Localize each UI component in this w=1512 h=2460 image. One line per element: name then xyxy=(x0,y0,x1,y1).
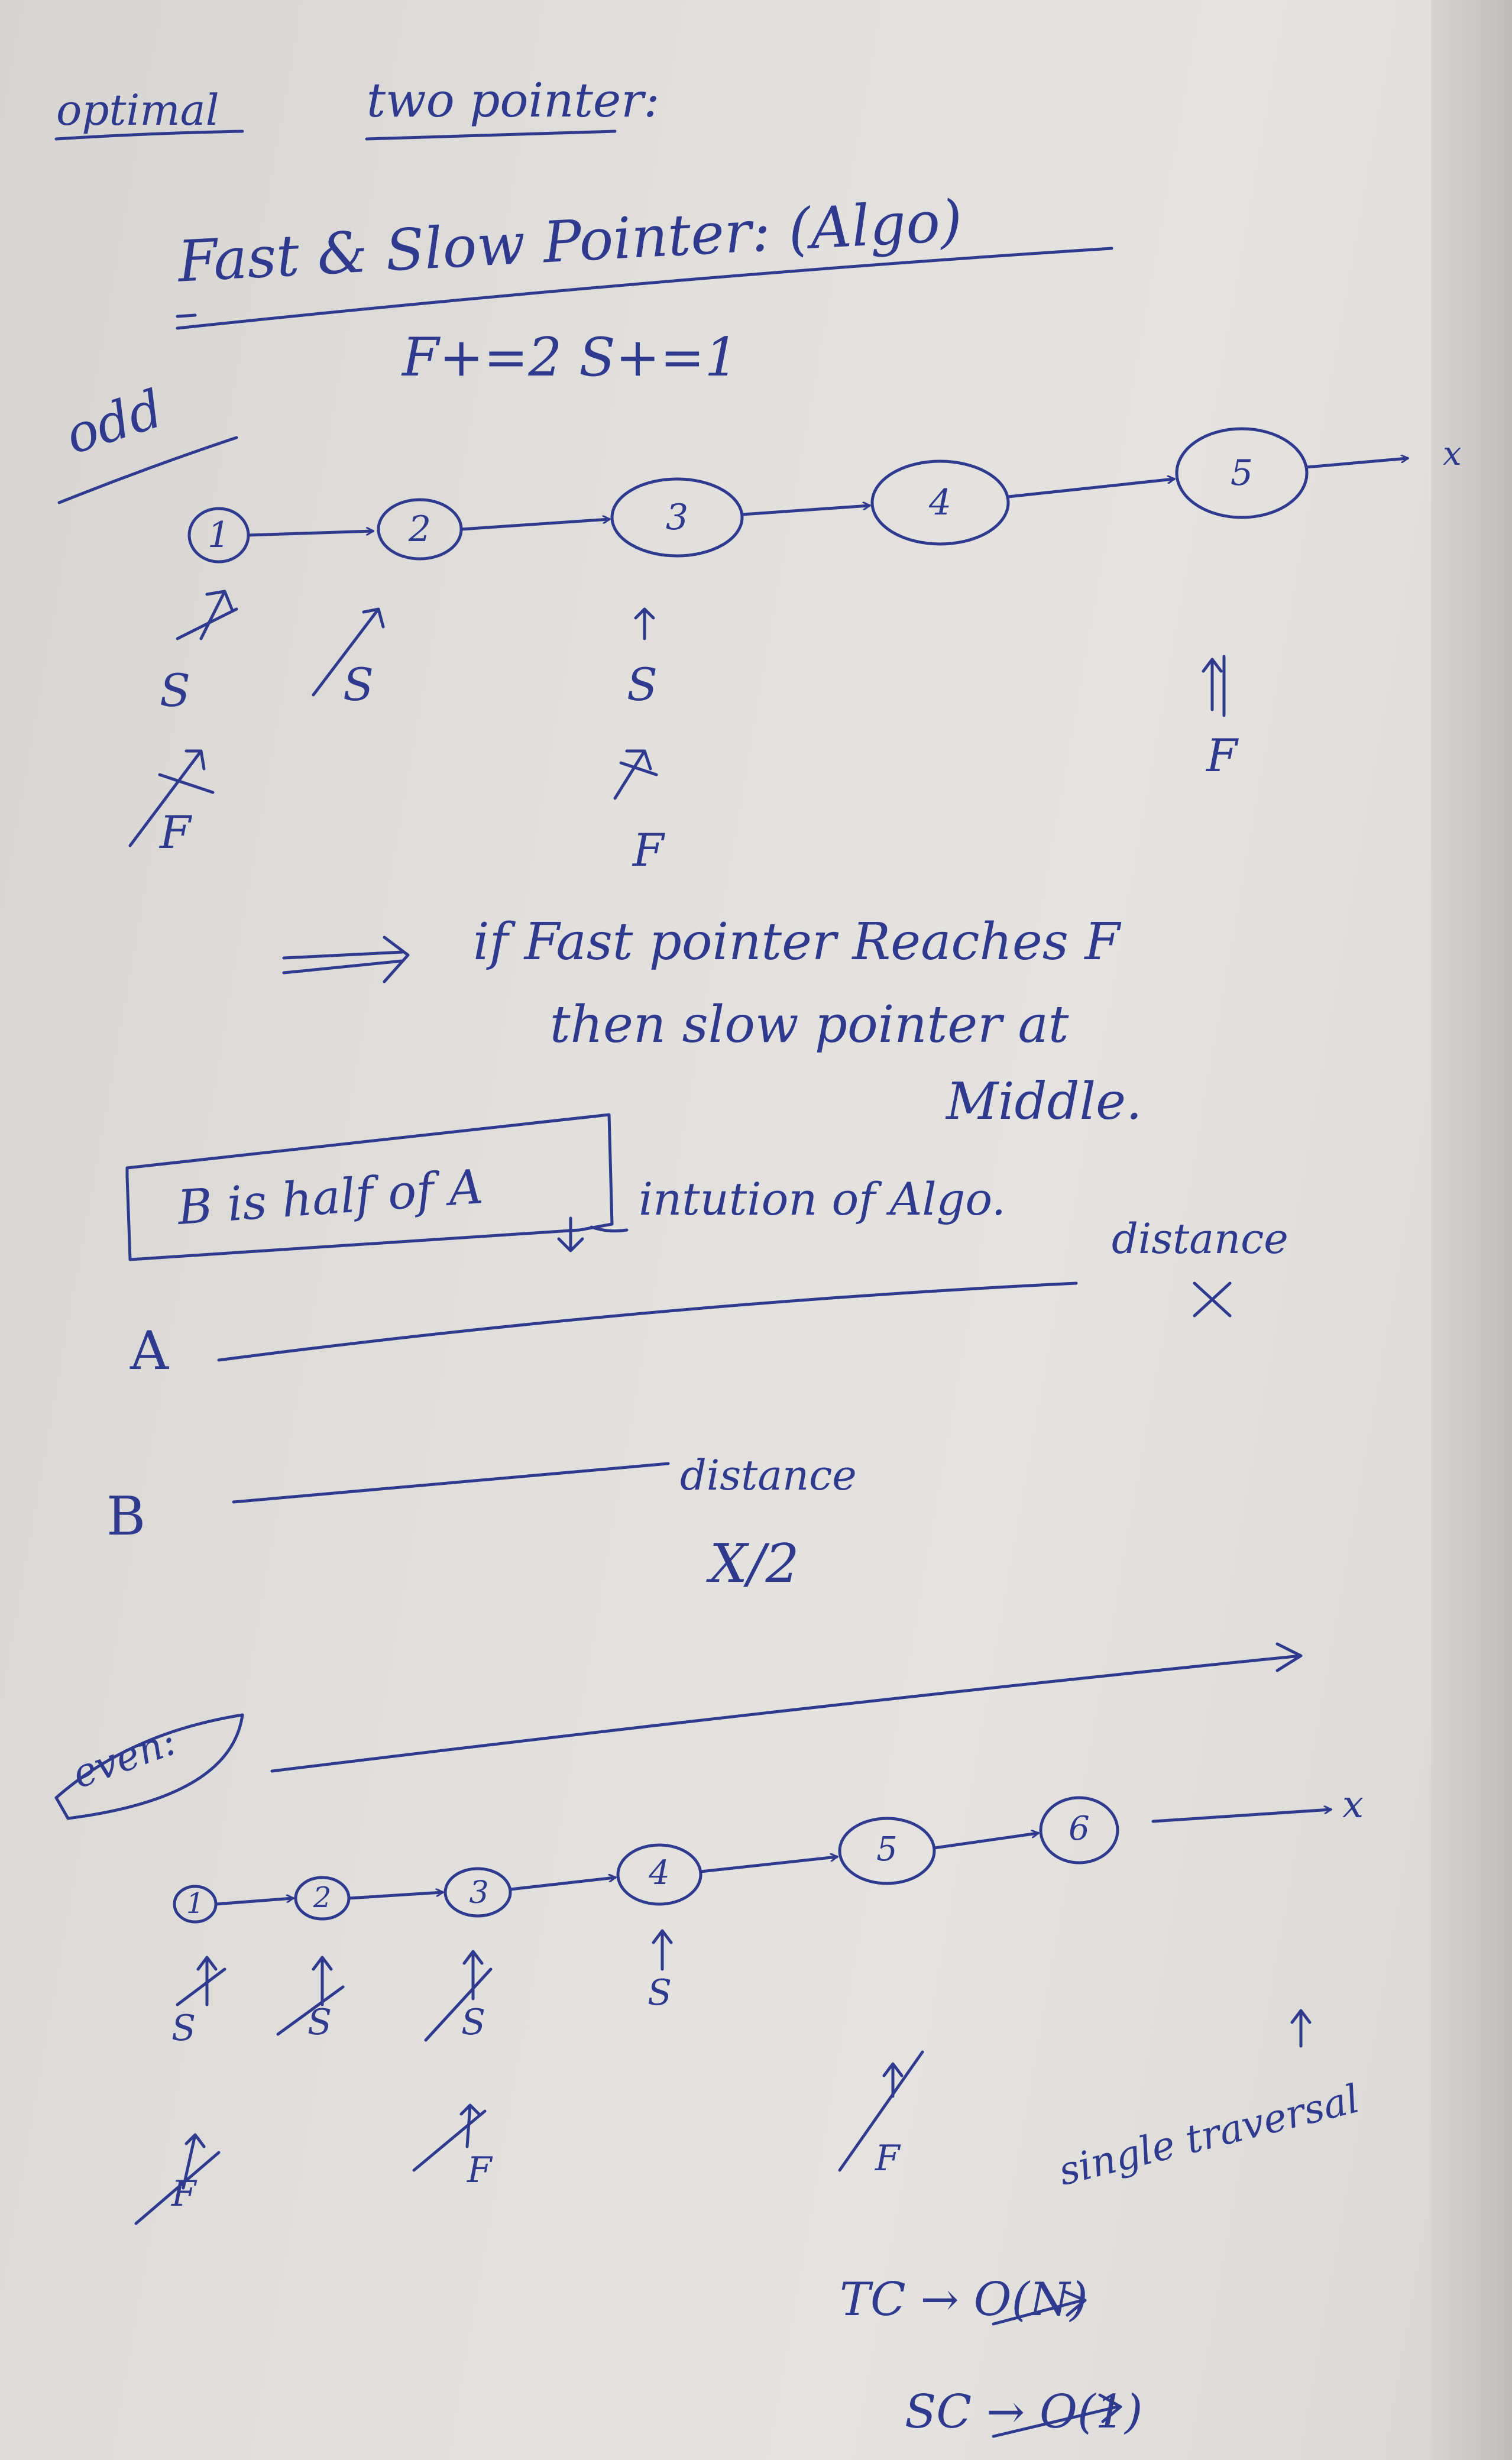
odd-underline xyxy=(57,436,238,504)
even-node-2-value: 2 xyxy=(313,1881,332,1914)
optimal-underline xyxy=(54,130,244,141)
observation-line-2: then slow pointer at xyxy=(550,995,1069,1054)
even-node-4 xyxy=(616,1843,702,1906)
even-node-3-value: 3 xyxy=(469,1875,489,1911)
notebook-binding-edge xyxy=(1431,0,1512,2460)
odd-fast-1: F xyxy=(160,806,191,859)
even-node-5-value: 5 xyxy=(876,1830,898,1869)
even-node-4-value: 4 xyxy=(649,1854,670,1892)
b-label: B xyxy=(106,1485,146,1548)
even-slow-2: S xyxy=(307,2002,332,2043)
odd-end-null: x xyxy=(1443,435,1462,473)
even-node-6 xyxy=(1039,1796,1119,1865)
a-distance-line xyxy=(217,1281,1078,1362)
even-end-null: x xyxy=(1342,1783,1364,1827)
odd-node-4 xyxy=(870,459,1010,546)
intuition-note: intution of Algo. xyxy=(639,1173,1006,1225)
odd-node-1-value: 1 xyxy=(207,514,231,556)
even-node-5 xyxy=(838,1817,936,1885)
even-node-3 xyxy=(443,1867,512,1918)
time-complexity: TC → O(N) xyxy=(840,2273,1088,2326)
odd-node-4-value: 4 xyxy=(928,482,952,523)
even-slow-1: S xyxy=(171,2008,196,2049)
a-label: A xyxy=(130,1320,169,1382)
even-fast-2: F xyxy=(467,2150,492,2191)
odd-node-5-value: 5 xyxy=(1230,452,1254,494)
two-pointer-label: two pointer: xyxy=(367,73,660,128)
even-node-6-value: 6 xyxy=(1069,1810,1090,1848)
odd-node-3 xyxy=(610,477,744,558)
speed-label: F+=2 S+=1 xyxy=(402,326,739,389)
even-fast-1: F xyxy=(171,2173,196,2215)
odd-node-3-value: 3 xyxy=(665,497,689,538)
a-distance-label: distance xyxy=(1112,1215,1288,1263)
observation-line-3: Middle. xyxy=(946,1072,1142,1131)
optimal-label: optimal xyxy=(56,85,219,135)
algo-underline xyxy=(176,247,1113,330)
odd-slow-2: S xyxy=(343,658,374,711)
even-top-line xyxy=(270,1642,1303,1773)
implies-arrow xyxy=(282,936,410,983)
even-fast-3: F xyxy=(875,2138,900,2179)
odd-fast-3: F xyxy=(1206,729,1238,782)
odd-fast-2: F xyxy=(633,824,664,876)
b-distance-value: X/2 xyxy=(710,1533,799,1595)
odd-slow-1: S xyxy=(160,664,191,717)
even-label-circle xyxy=(54,1713,244,1820)
even-slow-4: S xyxy=(647,1972,672,2014)
odd-slow-3: S xyxy=(627,658,658,711)
two-pointer-underline xyxy=(365,130,617,141)
b-distance-line xyxy=(232,1462,670,1504)
space-complexity: SC → O(1) xyxy=(905,2385,1143,2439)
odd-node-5 xyxy=(1175,427,1309,519)
odd-node-2-value: 2 xyxy=(408,509,432,550)
even-node-1-value: 1 xyxy=(186,1887,205,1920)
b-distance-label: distance xyxy=(680,1451,857,1500)
observation-line-1: if Fast pointer Reaches F xyxy=(473,912,1120,972)
even-slow-3: S xyxy=(461,2002,486,2043)
intuition-box xyxy=(125,1113,614,1261)
